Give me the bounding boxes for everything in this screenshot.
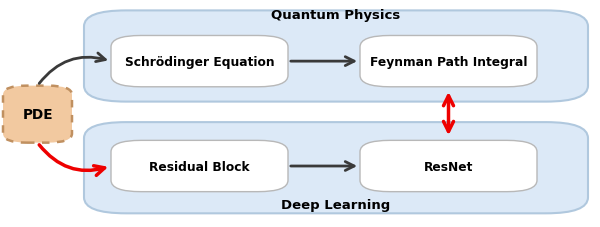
FancyBboxPatch shape: [360, 141, 537, 192]
Text: Schrödinger Equation: Schrödinger Equation: [125, 55, 274, 68]
FancyBboxPatch shape: [360, 36, 537, 87]
Text: Quantum Physics: Quantum Physics: [271, 9, 401, 22]
Text: Feynman Path Integral: Feynman Path Integral: [370, 55, 527, 68]
Text: ResNet: ResNet: [424, 160, 473, 173]
FancyBboxPatch shape: [111, 36, 288, 87]
FancyBboxPatch shape: [3, 86, 72, 143]
FancyBboxPatch shape: [111, 141, 288, 192]
Text: PDE: PDE: [22, 108, 53, 122]
Text: Deep Learning: Deep Learning: [281, 198, 391, 211]
Text: Residual Block: Residual Block: [149, 160, 250, 173]
FancyBboxPatch shape: [84, 11, 588, 102]
FancyBboxPatch shape: [84, 123, 588, 213]
